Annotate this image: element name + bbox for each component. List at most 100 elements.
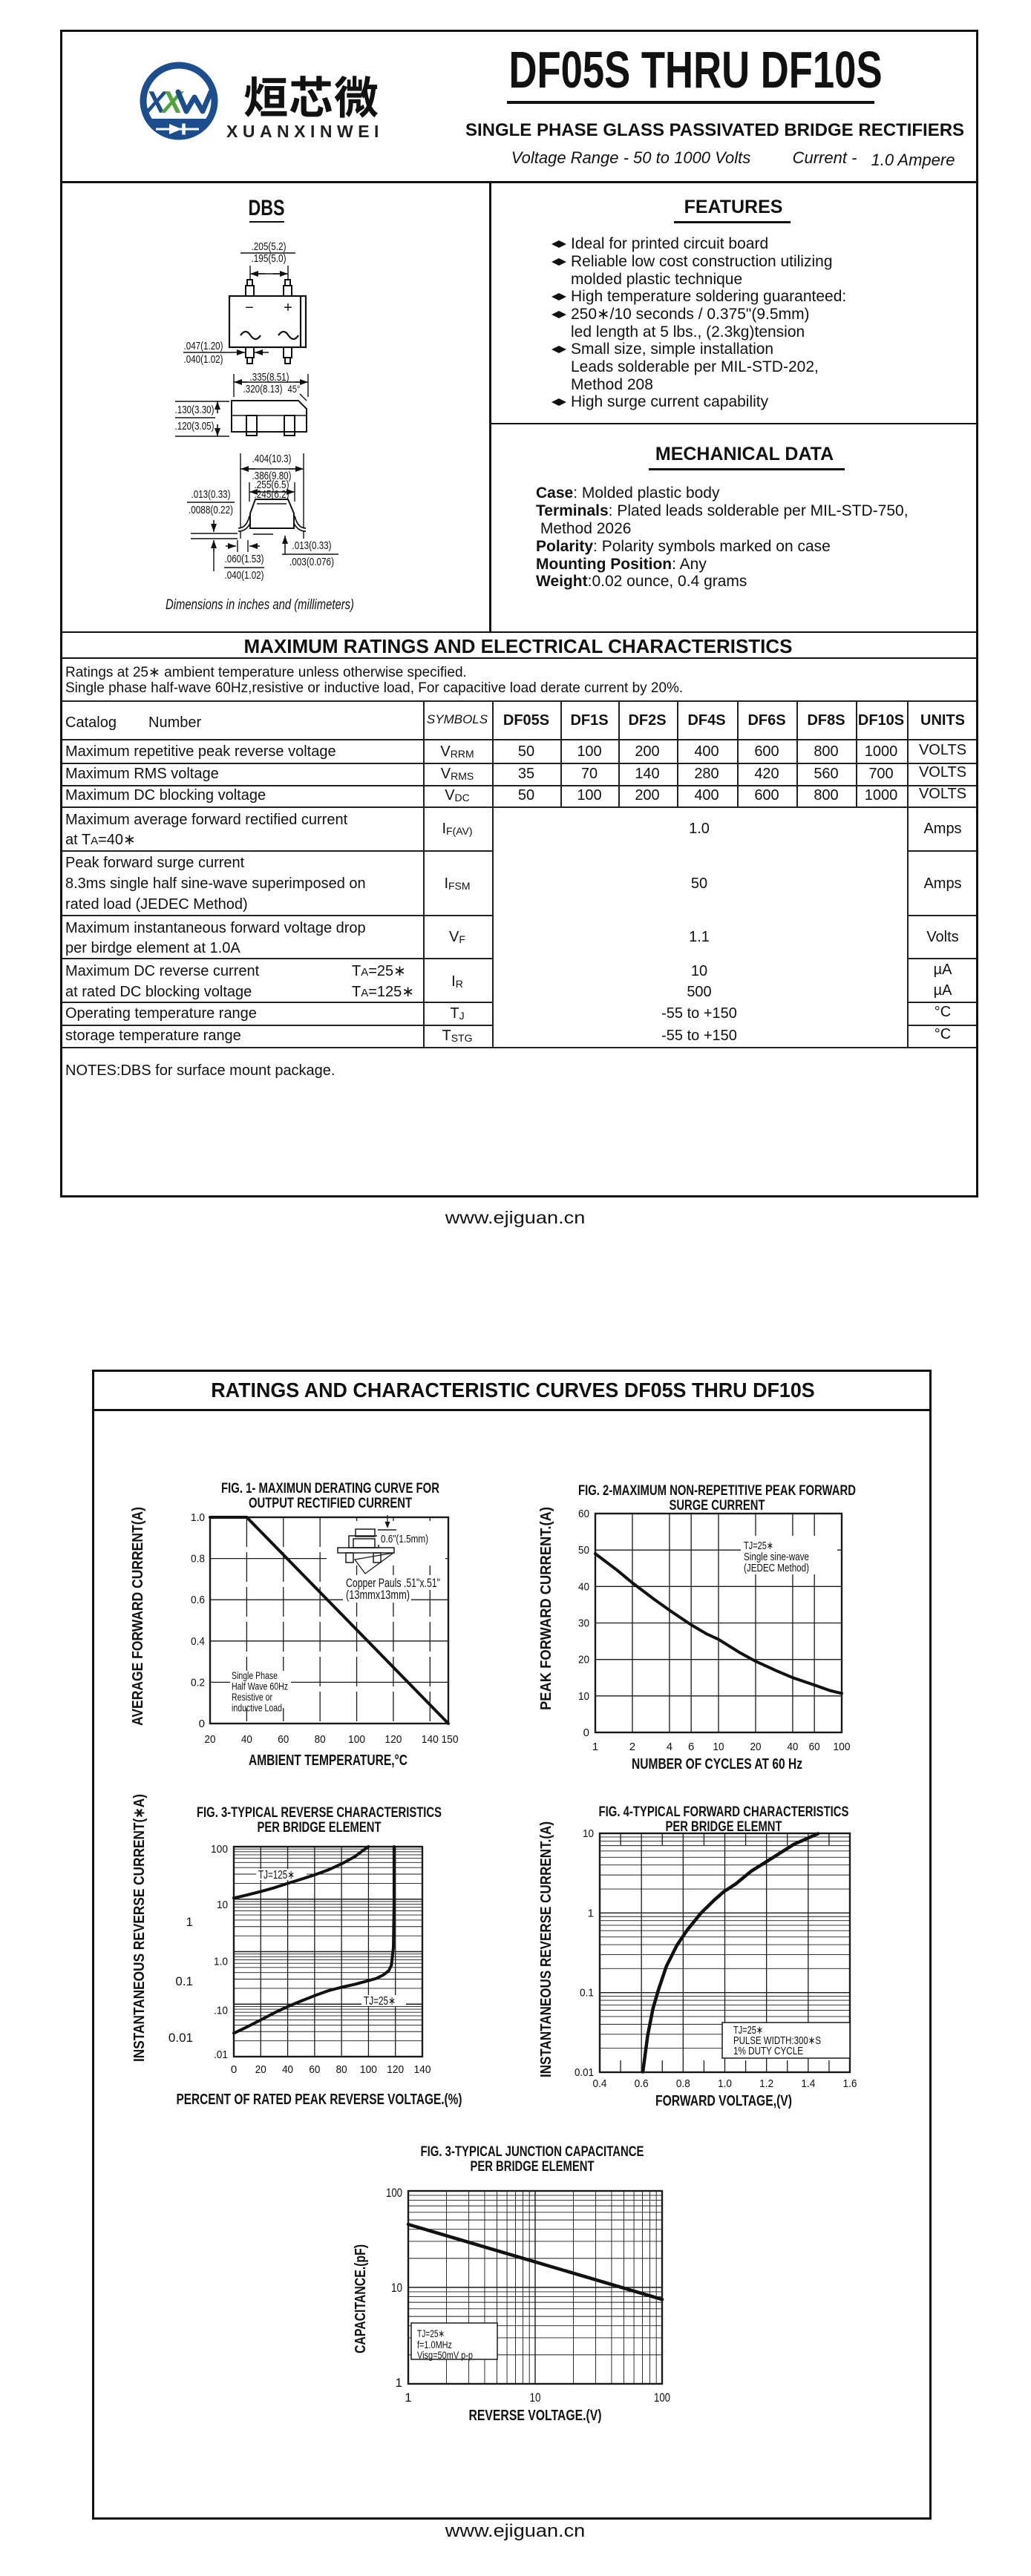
svg-text:0.01: 0.01 <box>575 2066 594 2079</box>
svg-text:0.2: 0.2 <box>191 1676 205 1689</box>
svg-text:40: 40 <box>787 1741 798 1753</box>
svg-text:1: 1 <box>588 1907 594 1919</box>
svg-text:140: 140 <box>422 1733 439 1746</box>
svg-text:PERCENT OF RATED PEAK REVERSE: PERCENT OF RATED PEAK REVERSE VOLTAGE.(%… <box>177 2092 462 2108</box>
svg-text:PER BRIDGE ELEMENT: PER BRIDGE ELEMENT <box>258 1820 382 1836</box>
svg-text:.10: .10 <box>214 2004 228 2017</box>
svg-text:PER BRIDGE ELEMENT: PER BRIDGE ELEMENT <box>471 2159 595 2175</box>
svg-text:AMBIENT TEMPERATURE,°C: AMBIENT TEMPERATURE,°C <box>249 1752 408 1769</box>
svg-text:.013(0.33): .013(0.33) <box>292 539 332 552</box>
svg-text:.040(1.02): .040(1.02) <box>225 569 264 582</box>
svg-text:1.0: 1.0 <box>718 2077 732 2090</box>
svg-text:100: 100 <box>211 1843 228 1856</box>
svg-text:PER BRIDGE ELEMNT: PER BRIDGE ELEMNT <box>666 1819 782 1835</box>
svg-text:.245(6.2): .245(6.2) <box>255 488 289 501</box>
svg-text:X: X <box>144 85 168 119</box>
svg-text:.320(8.13): .320(8.13) <box>243 383 283 395</box>
svg-text:0: 0 <box>231 2063 237 2076</box>
svg-text:PEAK FORWARD CURRENT.(A): PEAK FORWARD CURRENT.(A) <box>538 1507 554 1710</box>
svg-text:1: 1 <box>592 1741 598 1753</box>
svg-text:10: 10 <box>391 2281 402 2295</box>
svg-text:0.01: 0.01 <box>168 2031 193 2045</box>
svg-text:0.1: 0.1 <box>580 1987 594 2000</box>
svg-text:.003(0.076): .003(0.076) <box>289 556 334 568</box>
svg-text:6: 6 <box>688 1741 694 1753</box>
svg-text:OUTPUT RECTIFIED CURRENT: OUTPUT RECTIFIED CURRENT <box>249 1496 412 1511</box>
svg-text:Copper Pauls .51"x.51": Copper Pauls .51"x.51" <box>346 1576 440 1590</box>
svg-text:40: 40 <box>282 2063 293 2076</box>
svg-text:80: 80 <box>336 2063 347 2076</box>
svg-text:120: 120 <box>384 1733 402 1746</box>
svg-text:0.1: 0.1 <box>175 1974 193 1988</box>
svg-text:TJ=25∗: TJ=25∗ <box>733 2024 763 2037</box>
svg-text:100: 100 <box>386 2186 402 2200</box>
svg-text:60: 60 <box>309 2063 320 2076</box>
svg-text:40: 40 <box>578 1580 589 1593</box>
svg-text:(13mmx13mm): (13mmx13mm) <box>346 1588 410 1602</box>
svg-text:20: 20 <box>750 1741 761 1753</box>
svg-text:1.4: 1.4 <box>801 2077 815 2090</box>
svg-text:Single sine-wave: Single sine-wave <box>744 1551 809 1563</box>
svg-text:100: 100 <box>654 2391 670 2405</box>
svg-text:0.8: 0.8 <box>676 2077 690 2090</box>
svg-text:0.4: 0.4 <box>191 1635 205 1648</box>
svg-text:0: 0 <box>199 1718 205 1730</box>
svg-text:.130(3.30): .130(3.30) <box>175 404 215 416</box>
svg-text:1.6: 1.6 <box>843 2077 857 2090</box>
svg-text:.013(0.33): .013(0.33) <box>192 488 231 501</box>
svg-text:60: 60 <box>278 1733 289 1746</box>
svg-text:0.4: 0.4 <box>593 2077 607 2090</box>
svg-text:.195(5.0): .195(5.0) <box>252 252 287 265</box>
svg-text:1.2: 1.2 <box>759 2077 773 2090</box>
svg-text:CAPACITANCE.(pF): CAPACITANCE.(pF) <box>353 2244 369 2353</box>
svg-text:1.0: 1.0 <box>214 1956 228 1968</box>
svg-text:.386(9.80): .386(9.80) <box>252 470 292 482</box>
svg-text:0.6: 0.6 <box>635 2077 649 2090</box>
svg-text:100: 100 <box>834 1741 851 1753</box>
svg-text:1: 1 <box>405 2391 411 2405</box>
svg-text:60: 60 <box>578 1508 589 1520</box>
svg-text:REVERSE VOLTAGE.(V): REVERSE VOLTAGE.(V) <box>469 2408 602 2424</box>
svg-text:10: 10 <box>713 1741 724 1753</box>
svg-text:.255(6.5): .255(6.5) <box>255 479 289 491</box>
svg-text:AVERAGE FORWARD CURRENT(A): AVERAGE FORWARD CURRENT(A) <box>130 1507 146 1726</box>
svg-text:FORWARD VOLTAGE,(V): FORWARD VOLTAGE,(V) <box>655 2093 792 2109</box>
svg-text:0.6"(1.5mm): 0.6"(1.5mm) <box>381 1533 428 1545</box>
svg-text:(JEDEC Method): (JEDEC Method) <box>744 1562 809 1574</box>
svg-text:−: − <box>245 300 254 316</box>
svg-text:.01: .01 <box>214 2048 228 2061</box>
svg-text:.335(8.51): .335(8.51) <box>250 371 289 384</box>
svg-text:140: 140 <box>414 2063 431 2076</box>
svg-text:inductive Load: inductive Load <box>232 1703 282 1714</box>
svg-text:80: 80 <box>315 1733 326 1746</box>
svg-text:50: 50 <box>578 1544 589 1557</box>
svg-text:.404(10.3): .404(10.3) <box>252 453 292 465</box>
svg-text:.120(3.05): .120(3.05) <box>175 420 215 433</box>
svg-text:1: 1 <box>396 2376 402 2390</box>
svg-text:2: 2 <box>629 1741 635 1753</box>
svg-text:Resistive or: Resistive or <box>232 1692 272 1703</box>
svg-text:10: 10 <box>217 1899 228 1911</box>
svg-text:TJ=25∗: TJ=25∗ <box>364 1995 396 2008</box>
svg-text:FIG. 4-TYPICAL FORWARD CHARACT: FIG. 4-TYPICAL FORWARD CHARACTERISTICS <box>599 1804 849 1820</box>
svg-text:30: 30 <box>578 1617 589 1630</box>
svg-text:f=1.0MHz: f=1.0MHz <box>417 2339 452 2350</box>
svg-text:Half Wave 60Hz: Half Wave 60Hz <box>232 1681 288 1692</box>
svg-text:20: 20 <box>255 2063 266 2076</box>
svg-text:Dimensions in inches and (mill: Dimensions in inches and (millimeters) <box>166 597 354 613</box>
svg-text:TJ=25∗: TJ=25∗ <box>417 2327 445 2339</box>
svg-text:45°: 45° <box>288 383 301 395</box>
svg-text:NUMBER OF CYCLES AT 60 Hz: NUMBER OF CYCLES AT 60 Hz <box>632 1756 802 1772</box>
svg-text:FIG. 3-TYPICAL REVERSE CHARACT: FIG. 3-TYPICAL REVERSE CHARACTERISTICS <box>197 1805 442 1821</box>
svg-text:0.8: 0.8 <box>191 1553 205 1565</box>
svg-text:SURGE CURRENT: SURGE CURRENT <box>670 1498 765 1514</box>
svg-text:.047(1.20): .047(1.20) <box>184 340 223 352</box>
svg-text:FIG. 1- MAXIMUN DERATING CURVE: FIG. 1- MAXIMUN DERATING CURVE FOR <box>221 1481 439 1496</box>
svg-text:10: 10 <box>578 1690 589 1703</box>
svg-text:60: 60 <box>809 1741 820 1753</box>
svg-text:.040(1.02): .040(1.02) <box>184 353 223 366</box>
svg-text:0.6: 0.6 <box>191 1594 205 1606</box>
svg-text:FIG. 3-TYPICAL JUNCTION CAPACI: FIG. 3-TYPICAL JUNCTION CAPACITANCE <box>421 2144 644 2160</box>
svg-text:4: 4 <box>667 1741 672 1753</box>
svg-text:XUANXINWEI: XUANXINWEI <box>226 122 384 141</box>
